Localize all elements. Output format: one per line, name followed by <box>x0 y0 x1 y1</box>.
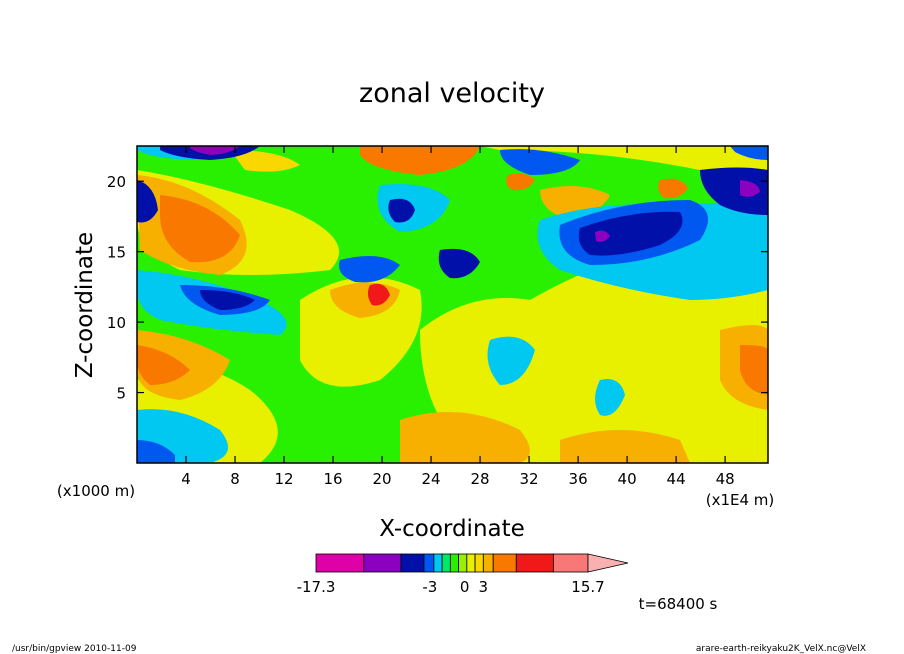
x-tick-label: 36 <box>569 470 588 488</box>
x-tick-label: 48 <box>716 470 735 488</box>
x-axis-title: X-coordinate <box>379 516 525 542</box>
colorbar-segment <box>482 553 494 573</box>
colorbar-segment <box>552 553 589 573</box>
colorbar-segment <box>400 553 425 573</box>
x-tick-label: 16 <box>323 470 342 488</box>
y-tick-label: 5 <box>116 385 126 403</box>
x-tick-label: 8 <box>230 470 240 488</box>
colorbar-labels: -17.3 -3 0 3 15.7 <box>297 578 605 596</box>
y-axis-title: Z-coordinate <box>72 232 98 378</box>
colorbar-label: 3 <box>479 578 489 596</box>
colorbar-segment <box>449 553 459 573</box>
y-tick-label: 15 <box>107 244 126 262</box>
x-unit-label: (x1E4 m) <box>706 491 775 509</box>
y-unit-label: (x1000 m) <box>57 482 135 500</box>
time-label: t=68400 s <box>639 595 718 613</box>
colorbar <box>315 553 629 573</box>
colorbar-segment <box>363 553 402 573</box>
colorbar-segment <box>466 553 476 573</box>
colorbar-segment <box>441 553 451 573</box>
colorbar-segment <box>433 553 443 573</box>
chart-title: zonal velocity <box>359 78 545 109</box>
colorbar-label: 15.7 <box>571 578 604 596</box>
colorbar-label: -17.3 <box>297 578 336 596</box>
colorbar-segment <box>315 553 365 573</box>
colorbar-segment <box>458 553 468 573</box>
x-tick-label: 12 <box>274 470 293 488</box>
contour-field <box>137 146 768 463</box>
x-tick-label: 24 <box>422 470 441 488</box>
y-axis-ticks: 5 10 15 20 <box>107 173 768 403</box>
footer-left: /usr/bin/gpview 2010-11-09 <box>12 644 137 654</box>
colorbar-segment <box>474 553 484 573</box>
colorbar-segment <box>423 553 435 573</box>
colorbar-label: -3 <box>422 578 437 596</box>
colorbar-extension-arrow <box>587 553 629 573</box>
colorbar-segment <box>492 553 517 573</box>
x-axis-ticks: 4 8 12 16 20 24 28 32 36 40 44 48 <box>181 146 735 488</box>
footer-right: arare-earth-reikyaku2K_VelX.nc@VelX <box>696 644 866 654</box>
x-tick-label: 4 <box>181 470 191 488</box>
x-tick-label: 32 <box>520 470 539 488</box>
colorbar-segment <box>515 553 554 573</box>
x-tick-label: 40 <box>618 470 637 488</box>
x-tick-label: 20 <box>373 470 392 488</box>
plot-frame <box>136 145 769 464</box>
colorbar-label: 0 <box>460 578 470 596</box>
y-tick-label: 10 <box>107 314 126 332</box>
x-tick-label: 28 <box>471 470 490 488</box>
y-tick-label: 20 <box>107 173 126 191</box>
x-tick-label: 44 <box>667 470 686 488</box>
